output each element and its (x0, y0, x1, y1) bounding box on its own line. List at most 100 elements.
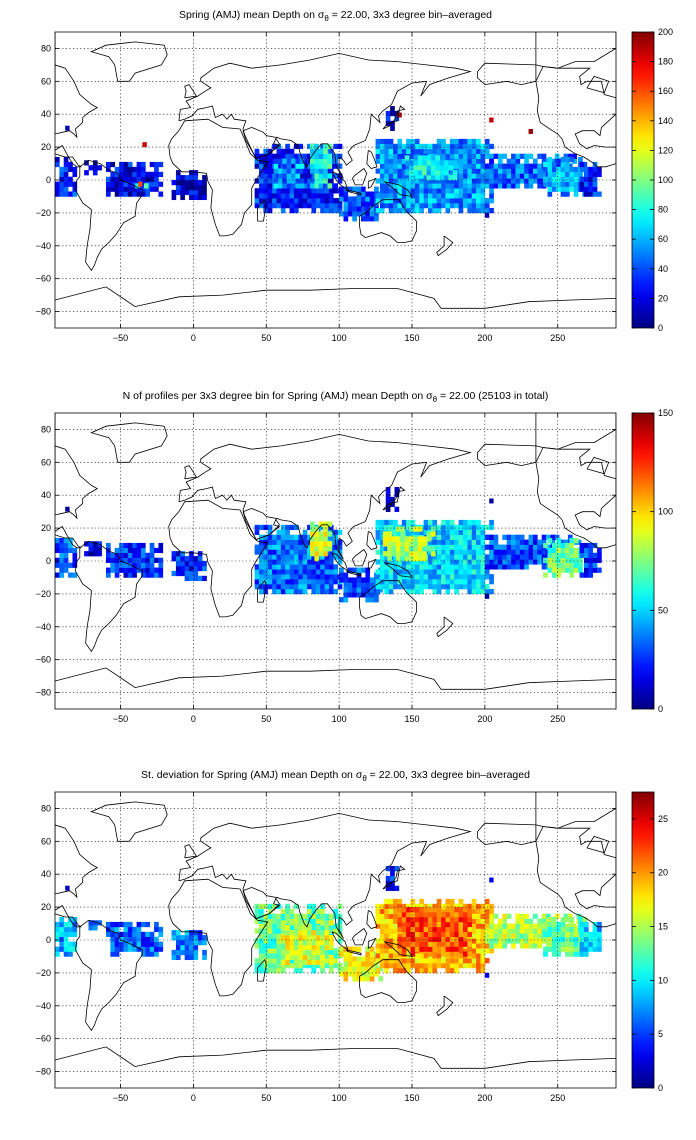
bin-cell (59, 191, 65, 197)
bin-cell (384, 183, 389, 189)
coastline-12 (367, 558, 377, 570)
bin-cell (579, 931, 585, 938)
bin-cell (452, 160, 458, 166)
bin-cell (428, 554, 433, 560)
bin-cell (432, 941, 438, 947)
bin-cell (154, 547, 159, 554)
colorbar-tick-label: 20 (658, 293, 668, 303)
bin-cell (476, 168, 481, 174)
bin-cell (543, 921, 548, 928)
bin-cell (114, 191, 120, 197)
bin-cell (519, 559, 525, 565)
bin-cell (441, 188, 446, 194)
bin-cell (361, 966, 366, 972)
bin-cell (293, 954, 299, 961)
bin-cell (397, 916, 403, 923)
bin-cell (311, 913, 317, 919)
bin-cell (579, 176, 585, 182)
bin-cell (343, 946, 349, 952)
bin-cell (400, 541, 406, 547)
bin-cell (307, 584, 312, 590)
bin-cell (528, 163, 534, 169)
bin-cell (387, 531, 392, 537)
bin-cell (393, 158, 398, 164)
bin-cell (484, 898, 490, 905)
bin-cell (343, 976, 349, 982)
bin-cell (276, 153, 282, 159)
bin-cell (343, 971, 349, 977)
bin-cell (68, 161, 73, 168)
bin-cell (444, 160, 449, 166)
bin-cell (436, 963, 442, 969)
bin-cell (293, 193, 299, 199)
bin-cell (397, 903, 403, 910)
bin-cell (361, 577, 366, 583)
bin-cell (579, 552, 585, 559)
bin-cell (484, 183, 490, 189)
bin-cell (55, 191, 60, 197)
bin-cell (285, 908, 290, 914)
bin-cell (476, 913, 481, 919)
bin-cell (489, 198, 494, 204)
bin-cell (140, 936, 146, 942)
bin-cell (384, 178, 389, 184)
bin-cell (406, 936, 411, 942)
bin-cell (323, 536, 328, 542)
bin-cell (272, 918, 277, 924)
bin-cell (393, 579, 398, 585)
bin-cell (569, 156, 575, 163)
bin-cell (430, 175, 436, 181)
bin-cell (333, 588, 338, 595)
bin-cell (171, 189, 177, 196)
bin-cell (298, 954, 304, 961)
bin-cell (310, 531, 315, 537)
bin-cell (471, 203, 477, 209)
bin-cell (136, 176, 142, 182)
bin-cell (480, 203, 486, 209)
bin-cell (97, 546, 102, 552)
bin-cell (68, 921, 73, 928)
bin-cell (310, 143, 315, 150)
bin-cell (565, 941, 570, 947)
bin-cell (436, 143, 442, 150)
bin-cell (480, 918, 486, 924)
bin-cell (463, 584, 468, 590)
bin-cell (55, 547, 60, 554)
bin-cell (441, 941, 446, 947)
bin-cell (458, 549, 464, 555)
bin-cell (569, 946, 575, 952)
bin-cell (400, 531, 406, 537)
bin-cell (401, 168, 407, 174)
bin-cell (280, 959, 286, 965)
bin-cell (432, 188, 438, 194)
bin-cell (55, 936, 60, 942)
bin-cell (276, 549, 282, 555)
bin-cell (310, 148, 315, 154)
bin-cell (291, 183, 296, 189)
bin-cell (175, 561, 181, 567)
bin-cell (114, 552, 120, 559)
title-text: Spring (AMJ) mean Depth on (179, 9, 318, 21)
bin-cell (333, 549, 338, 555)
bin-cell (384, 569, 389, 575)
bin-cell (423, 963, 429, 969)
bin-cell (463, 907, 468, 913)
bin-cell (267, 524, 273, 531)
bin-cell (379, 574, 385, 580)
bin-cell (563, 923, 569, 929)
bin-cell (471, 173, 477, 179)
bin-cell (84, 541, 89, 547)
bin-cell (307, 559, 312, 565)
bin-cell (467, 931, 473, 938)
bin-cell (515, 539, 521, 545)
bin-cell (193, 940, 199, 946)
bin-cell (436, 198, 442, 204)
bin-cell (184, 930, 190, 936)
bin-cell (189, 184, 194, 191)
bin-cell (149, 562, 155, 568)
bin-cell (119, 191, 124, 197)
bin-cell (543, 181, 548, 187)
bin-cell (480, 178, 486, 184)
bin-cell (302, 193, 308, 199)
bin-cell (343, 966, 349, 972)
